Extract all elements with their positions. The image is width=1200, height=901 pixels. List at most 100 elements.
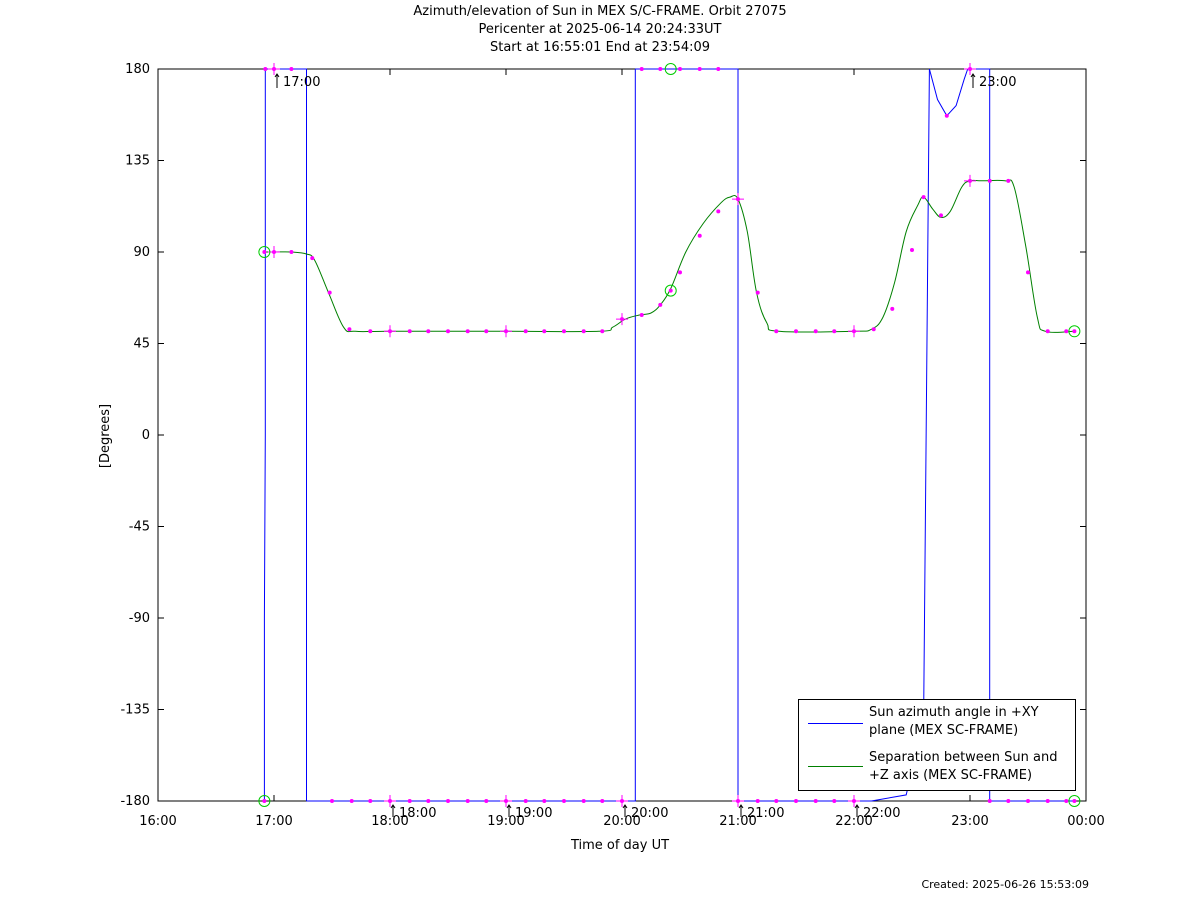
chart-title-line-3: Start at 16:55:01 End at 23:54:09 xyxy=(489,40,711,55)
data-point-marker xyxy=(465,799,470,803)
data-point-marker xyxy=(774,329,779,334)
data-point-marker xyxy=(562,799,566,803)
data-point-marker xyxy=(678,67,682,71)
y-tick-label: 0 xyxy=(142,428,150,443)
data-point-marker xyxy=(465,329,470,334)
hour-annotation-label: 19:00 xyxy=(515,806,552,821)
data-point-marker xyxy=(262,250,267,254)
data-point-marker xyxy=(1026,270,1030,275)
data-point-marker xyxy=(939,213,943,218)
x-tick-label: 23:00 xyxy=(951,814,988,829)
data-point-marker xyxy=(310,256,315,261)
hour-annotation: 21:00 xyxy=(738,804,784,821)
legend-label-azimuth-line-2: plane (MEX SC-FRAME) xyxy=(869,723,1019,738)
hour-annotation-label: 20:00 xyxy=(631,806,668,821)
data-point-marker xyxy=(347,327,352,332)
data-point-marker xyxy=(639,313,644,318)
data-point-marker xyxy=(581,329,586,334)
x-tick-label: 16:00 xyxy=(139,814,176,829)
hour-annotation-label: 22:00 xyxy=(863,806,900,821)
hour-annotation: 17:00 xyxy=(274,73,320,90)
legend-label-separation-line-1: Separation between Sun and xyxy=(869,750,1058,765)
x-tick-label: 18:00 xyxy=(371,814,408,829)
data-point-marker xyxy=(600,329,605,334)
data-point-marker xyxy=(639,67,644,71)
series-azimuth-line xyxy=(265,68,307,801)
data-point-marker xyxy=(1072,799,1077,803)
hour-cross-marker xyxy=(616,313,628,326)
x-tick-label: 22:00 xyxy=(835,814,872,829)
x-tick-label: 00:00 xyxy=(1067,814,1104,829)
legend-swatch-azimuth xyxy=(808,723,863,724)
data-point-marker xyxy=(263,67,268,71)
series-azimuth-line xyxy=(738,68,930,802)
hour-cross-marker xyxy=(848,795,860,807)
hour-cross-marker xyxy=(616,795,628,807)
data-point-marker xyxy=(446,799,450,803)
event-circle-marker xyxy=(664,284,677,297)
data-point-marker xyxy=(523,329,528,334)
y-tick-label: 180 xyxy=(125,62,150,77)
hour-cross-marker xyxy=(732,193,744,206)
data-point-marker xyxy=(407,799,412,803)
data-point-marker xyxy=(697,67,702,71)
data-point-marker xyxy=(871,327,876,332)
hour-annotation: 19:00 xyxy=(506,804,552,821)
data-point-marker xyxy=(668,288,673,293)
data-point-marker xyxy=(832,329,837,334)
legend-label-azimuth-line-1: Sun azimuth angle in +XY xyxy=(869,705,1039,720)
y-tick-label: 45 xyxy=(133,337,150,352)
hour-annotation-label: 18:00 xyxy=(399,806,436,821)
event-circle-marker xyxy=(258,795,271,807)
x-tick-label: 20:00 xyxy=(603,814,640,829)
hour-cross-marker xyxy=(848,325,860,338)
data-point-marker xyxy=(716,67,721,71)
y-tick-label: 90 xyxy=(133,245,150,260)
data-point-marker xyxy=(1045,329,1050,334)
data-point-marker xyxy=(910,247,914,252)
data-point-marker xyxy=(755,290,760,295)
legend-item-separation: Separation between Sun and +Z axis (MEX … xyxy=(799,747,1077,787)
event-circle-marker xyxy=(258,246,271,258)
series-azimuth-line xyxy=(306,69,636,802)
series-separation-line xyxy=(264,179,1075,333)
chart-title-line-2: Pericenter at 2025-06-14 20:24:33UT xyxy=(478,22,722,37)
data-point-marker xyxy=(921,195,926,200)
data-point-marker xyxy=(832,799,837,803)
data-point-marker xyxy=(523,799,528,803)
data-point-marker xyxy=(407,329,412,334)
data-point-marker xyxy=(484,799,489,803)
data-point-marker xyxy=(1072,329,1077,334)
data-point-marker xyxy=(1026,799,1030,803)
hour-annotation: 22:00 xyxy=(854,804,900,821)
hour-cross-marker xyxy=(384,795,396,807)
data-point-marker xyxy=(327,290,332,295)
series-azimuth-line xyxy=(928,68,969,117)
event-circle-marker xyxy=(1068,795,1081,807)
y-tick-label: -45 xyxy=(129,520,150,535)
data-point-marker xyxy=(1006,178,1011,183)
data-point-marker xyxy=(262,799,267,803)
data-point-marker xyxy=(426,799,431,803)
hour-cross-marker xyxy=(384,325,396,338)
x-tick-label: 19:00 xyxy=(487,814,524,829)
data-point-marker xyxy=(368,329,373,334)
hour-cross-marker xyxy=(500,325,512,338)
y-tick-label: -90 xyxy=(129,611,150,626)
data-point-marker xyxy=(774,799,779,803)
hour-cross-marker xyxy=(964,174,976,187)
data-point-marker xyxy=(678,270,682,275)
data-point-marker xyxy=(426,329,431,334)
hour-annotation: 20:00 xyxy=(622,804,668,821)
hour-annotation-label: 21:00 xyxy=(747,806,784,821)
legend-item-azimuth: Sun azimuth angle in +XY plane (MEX SC-F… xyxy=(799,700,1077,740)
event-circle-marker xyxy=(664,63,677,75)
data-point-marker xyxy=(562,329,566,334)
chart-title-line-1: Azimuth/elevation of Sun in MEX S/C-FRAM… xyxy=(413,4,787,19)
hour-annotation: 23:00 xyxy=(970,73,1016,90)
data-point-marker xyxy=(484,329,489,334)
data-point-marker xyxy=(890,306,895,311)
data-point-marker xyxy=(755,799,760,803)
series-azimuth-line xyxy=(263,69,266,801)
data-point-marker xyxy=(658,302,663,307)
